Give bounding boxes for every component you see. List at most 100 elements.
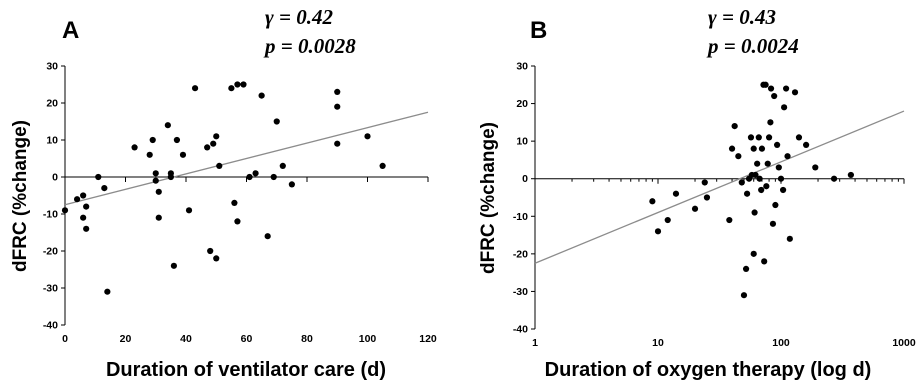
data-point — [104, 288, 111, 295]
data-point — [334, 103, 341, 110]
data-point — [764, 160, 771, 167]
panel-a-x-axis-label: Duration of ventilator care (d) — [106, 359, 386, 381]
y-tick-label: 20 — [46, 98, 58, 110]
data-point — [769, 220, 777, 227]
data-point — [691, 205, 699, 212]
data-point — [740, 292, 748, 299]
data-point — [191, 85, 199, 92]
data-point — [164, 122, 171, 129]
data-point — [152, 177, 159, 184]
data-point — [80, 214, 87, 221]
data-point — [735, 153, 742, 160]
x-tick-label: 80 — [301, 333, 313, 345]
data-point — [728, 145, 736, 152]
data-point — [246, 173, 253, 181]
x-tick-label: 1000 — [892, 337, 916, 349]
y-tick-label: -20 — [43, 246, 58, 258]
panel-a-trendline-layer — [64, 111, 429, 206]
panel-b-y-axis-label: dFRC (%change) — [478, 122, 499, 274]
y-tick-label: 0 — [52, 172, 58, 184]
data-point — [701, 179, 708, 186]
y-tick-label: -30 — [43, 283, 58, 295]
panel-b-trendline-layer — [534, 110, 905, 264]
panel-b-letter: B — [530, 17, 547, 44]
data-point — [213, 133, 220, 140]
data-point — [742, 265, 750, 272]
data-point — [754, 160, 761, 167]
data-point — [83, 225, 90, 232]
data-point — [664, 216, 671, 224]
data-point — [772, 201, 779, 209]
data-point — [234, 81, 241, 88]
x-tick-label: 1 — [532, 337, 538, 349]
data-point — [795, 134, 803, 141]
panel-a-y-axis-label: dFRC (%change) — [10, 120, 31, 272]
data-point — [756, 175, 763, 182]
x-tick-label: 120 — [419, 333, 437, 345]
data-point — [207, 247, 214, 255]
y-tick-label: 20 — [516, 98, 528, 110]
data-point — [364, 133, 371, 140]
data-point — [767, 85, 775, 92]
data-point — [228, 85, 235, 92]
data-point — [758, 145, 766, 152]
y-tick-label: 30 — [516, 61, 528, 73]
y-tick-label: -10 — [43, 209, 58, 221]
data-point — [252, 170, 259, 177]
data-point — [61, 207, 69, 214]
data-point — [762, 81, 769, 88]
data-point — [751, 209, 758, 216]
data-point — [771, 92, 778, 100]
data-point — [755, 134, 762, 141]
data-point — [750, 250, 757, 257]
data-point — [774, 141, 781, 148]
data-point — [258, 92, 265, 99]
x-tick-label: 100 — [359, 333, 377, 345]
panel-b-points — [649, 81, 854, 299]
y-tick-label: 10 — [516, 136, 528, 148]
data-point — [786, 235, 793, 242]
y-tick-label: 30 — [46, 61, 58, 73]
data-point — [234, 218, 241, 225]
y-tick-label: 10 — [46, 135, 58, 147]
data-point — [379, 162, 386, 169]
data-point — [758, 186, 765, 194]
panel-a-gamma: γ = 0.42 — [265, 5, 333, 29]
data-point — [779, 186, 787, 194]
data-point — [74, 196, 81, 203]
data-point — [288, 181, 295, 188]
data-point — [334, 140, 341, 147]
data-point — [185, 207, 193, 214]
data-point — [101, 185, 108, 192]
panel-a-points — [61, 81, 386, 295]
data-point — [264, 233, 271, 240]
x-tick-label: 40 — [180, 333, 192, 345]
x-tick-label: 10 — [652, 337, 664, 349]
data-point — [847, 171, 854, 179]
data-point — [83, 203, 90, 210]
data-point — [672, 190, 680, 197]
panel-b-p-value: p = 0.0024 — [706, 34, 799, 58]
data-point — [765, 134, 773, 141]
data-point — [80, 192, 87, 199]
data-point — [270, 173, 277, 181]
y-tick-label: -40 — [43, 320, 58, 332]
data-point — [131, 144, 138, 151]
data-point — [777, 175, 785, 182]
y-tick-label: -30 — [513, 286, 528, 298]
data-point — [743, 190, 751, 197]
x-tick-label: 100 — [772, 337, 790, 349]
panel-a-letter: A — [62, 17, 79, 44]
data-point — [146, 151, 153, 158]
data-point — [167, 170, 174, 177]
data-point — [216, 162, 223, 169]
panel-b-trendline — [534, 110, 905, 264]
panel-a: A γ = 0.42 p = 0.0028 Duration of ventil… — [10, 5, 437, 381]
y-tick-label: -20 — [513, 248, 528, 260]
data-point — [738, 179, 745, 186]
data-point — [204, 144, 211, 151]
data-point — [155, 214, 162, 221]
data-point — [752, 171, 759, 179]
data-point — [812, 164, 819, 171]
